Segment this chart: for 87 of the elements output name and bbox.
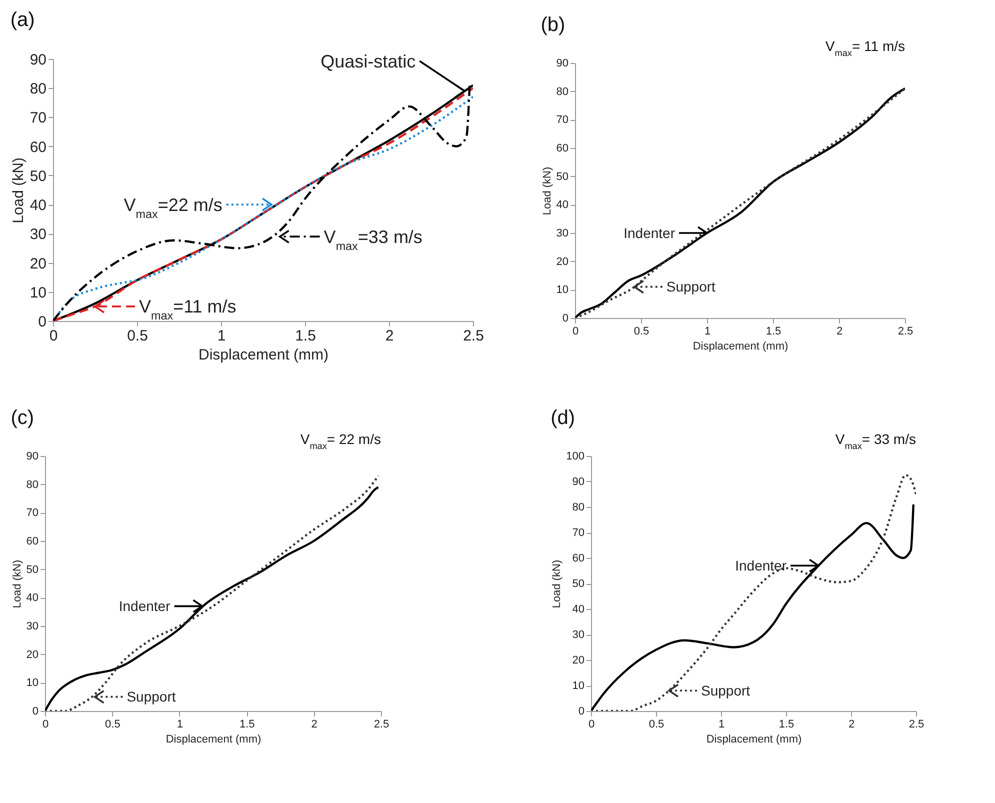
y-axis-title: Load (kN)	[551, 560, 564, 608]
y-tick-label: 0	[562, 312, 568, 324]
y-tick-label: 40	[556, 199, 568, 212]
y-tick-label: 20	[572, 654, 584, 666]
x-tick-label: 1	[718, 718, 725, 730]
chart-subtitle: V$_{max}$= 22 m/s	[300, 431, 381, 451]
chart-subtitle: V$_{max}$= 33 m/s	[835, 431, 916, 451]
x-tick-label: 1	[704, 326, 711, 338]
x-tick-label: 1.5	[778, 718, 794, 730]
x-tick-label: 2	[848, 718, 855, 730]
x-tick-label: 2.5	[463, 328, 484, 344]
chart-subtitle: V$_{max}$= 11 m/s	[825, 38, 905, 58]
y-tick-label: 30	[572, 629, 584, 641]
y-tick-label: 40	[572, 604, 584, 616]
annotation: V$_{max}$=22 m/s	[124, 194, 222, 220]
chart-title: (d)	[550, 407, 576, 429]
chart-title: (a)	[10, 9, 35, 31]
x-tick-label: 0.5	[127, 328, 148, 344]
x-tick-label: 2	[311, 718, 318, 730]
y-tick-label: 90	[556, 58, 568, 70]
y-tick-label: 80	[30, 80, 46, 98]
y-tick-label: 10	[572, 680, 584, 692]
y-tick-label: 0	[578, 706, 584, 718]
y-tick-label: 50	[556, 170, 568, 183]
x-tick-label: 0.5	[105, 718, 120, 730]
annotation: Support	[701, 682, 750, 698]
y-tick-label: 70	[572, 527, 584, 539]
x-tick-label: 2	[836, 326, 843, 338]
x-axis-title: Displacement (mm)	[692, 340, 788, 352]
y-tick-label: 50	[26, 564, 38, 576]
x-tick-label: 1.5	[239, 718, 255, 730]
x-tick-label: 0	[49, 328, 58, 344]
y-tick-label: 50	[572, 578, 584, 590]
y-tick-label: 30	[30, 226, 46, 244]
y-axis-title: Load (kN)	[11, 560, 24, 608]
x-tick-label: 2.5	[898, 326, 914, 338]
y-axis-title: Load (kN)	[541, 166, 554, 216]
x-axis-title: Displacement (mm)	[706, 734, 802, 746]
x-tick-label: 1.5	[766, 326, 782, 338]
annotation: Quasi-static	[320, 51, 416, 72]
y-tick-label: 10	[26, 677, 38, 690]
y-tick-label: 20	[556, 256, 568, 268]
annotation: Indenter	[118, 598, 171, 614]
x-tick-label: 2	[385, 328, 394, 344]
y-tick-label: 60	[572, 552, 584, 564]
y-tick-label: 90	[572, 476, 584, 488]
x-tick-label: 1.5	[295, 328, 316, 344]
y-tick-label: 50	[30, 168, 46, 185]
annotation: Indenter	[624, 224, 676, 241]
y-tick-label: 90	[26, 450, 38, 462]
y-tick-label: 80	[572, 502, 584, 514]
y-tick-label: 80	[26, 478, 38, 491]
y-tick-label: 60	[556, 142, 568, 154]
y-tick-label: 10	[30, 284, 46, 302]
y-tick-label: 60	[30, 138, 46, 156]
x-tick-label: 0.5	[648, 718, 664, 730]
x-axis-title: Displacement (mm)	[198, 346, 329, 364]
chart-title: (c)	[10, 407, 34, 429]
x-axis-title: Displacement (mm)	[166, 734, 262, 746]
y-tick-label: 30	[26, 620, 38, 632]
x-tick-label: 1	[176, 718, 183, 730]
x-tick-label: 2.5	[908, 718, 924, 730]
y-tick-label: 40	[26, 592, 38, 604]
annotation: V$_{max}$=11 m/s	[139, 296, 236, 322]
y-tick-label: 20	[26, 648, 38, 661]
y-tick-label: 60	[26, 536, 38, 548]
annotation: Support	[126, 688, 176, 705]
x-tick-label: 0.5	[634, 326, 650, 338]
annotation: Support	[666, 278, 716, 295]
chart-title: (b)	[540, 14, 566, 36]
y-tick-label: 20	[30, 255, 46, 272]
y-tick-label: 70	[556, 114, 568, 126]
x-tick-label: 2.5	[374, 718, 390, 730]
y-tick-label: 100	[566, 450, 584, 462]
y-tick-label: 80	[556, 86, 568, 98]
annotation: V$_{max}$=33 m/s	[324, 226, 422, 252]
y-tick-label: 0	[32, 706, 38, 718]
x-tick-label: 0	[588, 718, 595, 730]
y-axis-title: Load (kN)	[10, 158, 27, 224]
annotation: Indenter	[735, 558, 787, 574]
y-tick-label: 70	[30, 110, 46, 127]
y-tick-label: 90	[30, 52, 46, 68]
y-tick-label: 40	[30, 197, 46, 214]
y-tick-label: 70	[26, 507, 38, 520]
y-tick-label: 10	[556, 284, 568, 296]
x-tick-label: 1	[217, 328, 226, 344]
y-tick-label: 30	[556, 228, 568, 240]
